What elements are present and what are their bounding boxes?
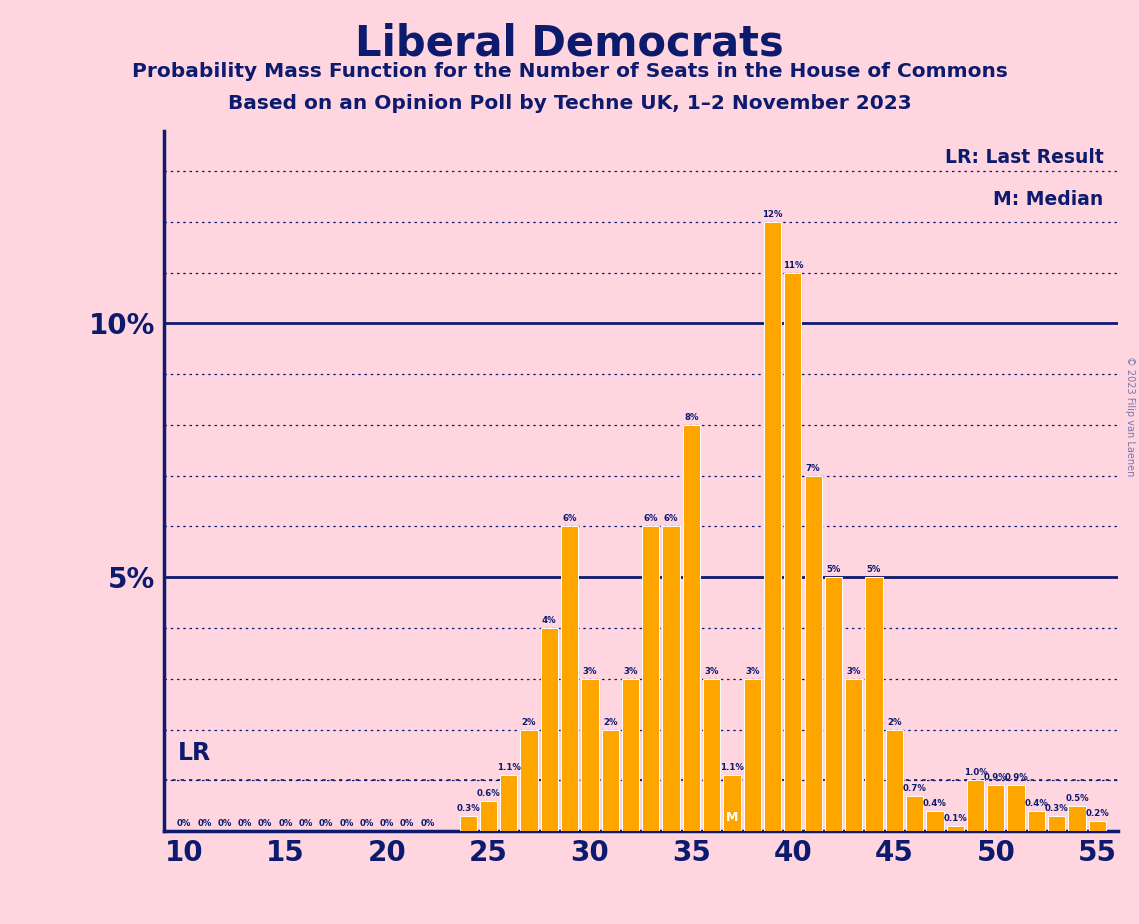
Text: 0.6%: 0.6%: [476, 788, 500, 797]
Text: 1.0%: 1.0%: [964, 768, 988, 777]
Text: 3%: 3%: [623, 667, 638, 675]
Bar: [541, 628, 558, 831]
Bar: [581, 679, 599, 831]
Bar: [967, 781, 984, 831]
Text: 3%: 3%: [745, 667, 760, 675]
Text: 0%: 0%: [278, 819, 293, 828]
Text: 0%: 0%: [177, 819, 191, 828]
Text: Based on an Opinion Poll by Techne UK, 1–2 November 2023: Based on an Opinion Poll by Techne UK, 1…: [228, 94, 911, 114]
Text: 0%: 0%: [218, 819, 232, 828]
Text: 3%: 3%: [583, 667, 597, 675]
Text: 1.1%: 1.1%: [497, 763, 521, 772]
Text: 0%: 0%: [238, 819, 252, 828]
Bar: [1068, 806, 1085, 831]
Text: 0.9%: 0.9%: [1005, 773, 1029, 783]
Text: 0%: 0%: [197, 819, 212, 828]
Text: Probability Mass Function for the Number of Seats in the House of Commons: Probability Mass Function for the Number…: [132, 62, 1007, 81]
Bar: [804, 476, 822, 831]
Text: 0.3%: 0.3%: [457, 804, 480, 813]
Bar: [906, 796, 924, 831]
Text: LR: LR: [178, 741, 211, 765]
Text: 5%: 5%: [867, 565, 882, 574]
Bar: [744, 679, 761, 831]
Bar: [601, 730, 618, 831]
Bar: [785, 273, 802, 831]
Bar: [480, 800, 497, 831]
Text: 0%: 0%: [360, 819, 374, 828]
Bar: [988, 785, 1005, 831]
Text: 7%: 7%: [806, 464, 820, 473]
Bar: [1027, 810, 1046, 831]
Text: 8%: 8%: [685, 413, 698, 422]
Bar: [682, 425, 700, 831]
Text: 0.2%: 0.2%: [1085, 808, 1109, 818]
Text: 4%: 4%: [542, 616, 557, 625]
Bar: [703, 679, 720, 831]
Bar: [845, 679, 862, 831]
Text: 11%: 11%: [782, 261, 803, 270]
Bar: [562, 527, 579, 831]
Bar: [1089, 821, 1106, 831]
Bar: [500, 775, 517, 831]
Text: LR: Last Result: LR: Last Result: [944, 148, 1104, 167]
Text: 6%: 6%: [644, 515, 658, 523]
Text: 6%: 6%: [563, 515, 576, 523]
Bar: [764, 222, 781, 831]
Bar: [947, 826, 964, 831]
Text: 0%: 0%: [319, 819, 334, 828]
Text: 0.4%: 0.4%: [1024, 798, 1048, 808]
Bar: [1048, 816, 1065, 831]
Text: 0.4%: 0.4%: [923, 798, 947, 808]
Text: 12%: 12%: [762, 210, 782, 219]
Text: 1.1%: 1.1%: [720, 763, 744, 772]
Text: 3%: 3%: [704, 667, 719, 675]
Bar: [622, 679, 639, 831]
Text: 0.7%: 0.7%: [903, 784, 927, 793]
Text: Liberal Democrats: Liberal Democrats: [355, 22, 784, 64]
Text: 2%: 2%: [522, 718, 536, 726]
Bar: [723, 775, 740, 831]
Bar: [521, 730, 538, 831]
Text: 3%: 3%: [846, 667, 861, 675]
Text: 2%: 2%: [603, 718, 617, 726]
Text: 6%: 6%: [664, 515, 679, 523]
Text: 0%: 0%: [259, 819, 272, 828]
Text: 0.5%: 0.5%: [1065, 794, 1089, 803]
Text: M: Median: M: Median: [993, 190, 1104, 209]
Text: 0%: 0%: [379, 819, 394, 828]
Text: 2%: 2%: [887, 718, 902, 726]
Text: 0.3%: 0.3%: [1044, 804, 1068, 813]
Bar: [459, 816, 477, 831]
Text: 0%: 0%: [400, 819, 415, 828]
Bar: [926, 810, 943, 831]
Bar: [886, 730, 903, 831]
Text: 0%: 0%: [339, 819, 353, 828]
Bar: [1008, 785, 1025, 831]
Bar: [866, 578, 883, 831]
Text: 0.1%: 0.1%: [943, 814, 967, 823]
Bar: [663, 527, 680, 831]
Text: © 2023 Filip van Laenen: © 2023 Filip van Laenen: [1125, 356, 1134, 476]
Text: 5%: 5%: [826, 565, 841, 574]
Text: 0%: 0%: [420, 819, 435, 828]
Text: 0%: 0%: [298, 819, 313, 828]
Text: 0.9%: 0.9%: [984, 773, 1008, 783]
Bar: [642, 527, 659, 831]
Text: M: M: [726, 810, 738, 823]
Bar: [825, 578, 842, 831]
